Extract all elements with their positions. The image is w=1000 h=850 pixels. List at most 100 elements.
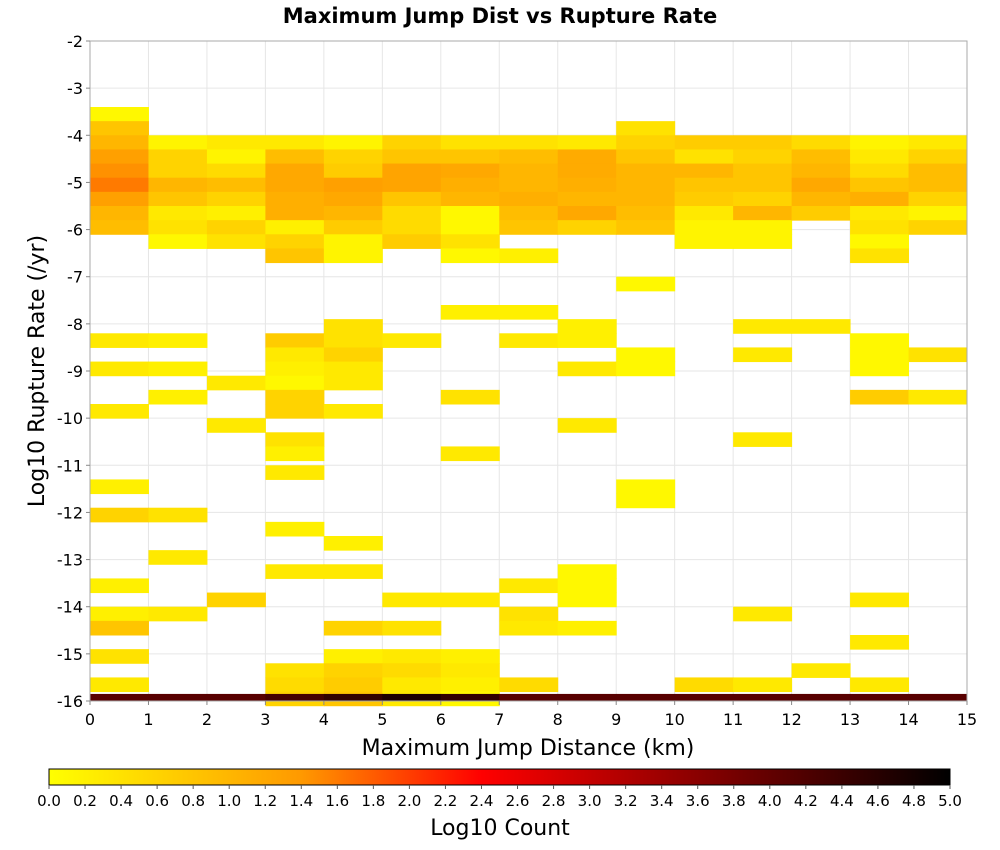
heatmap-cell xyxy=(90,191,149,207)
heatmap-cell xyxy=(674,220,734,235)
heatmap-floor-cell xyxy=(557,693,617,701)
heatmap-cell xyxy=(382,163,442,179)
heatmap-cell xyxy=(265,375,325,391)
heatmap-cell xyxy=(206,135,266,150)
heatmap-cell xyxy=(674,191,734,207)
heatmap-cell xyxy=(148,191,208,207)
colorbar-tick-label: 3.2 xyxy=(614,792,638,810)
colorbar-tick-label: 0.2 xyxy=(73,792,97,810)
heatmap-cell xyxy=(908,347,968,363)
colorbar-tick-label: 0.8 xyxy=(181,792,205,810)
heatmap-cell xyxy=(733,191,793,207)
heatmap-cell xyxy=(90,107,149,122)
x-tick-label: 9 xyxy=(611,710,621,729)
colorbar-tick-label: 3.8 xyxy=(722,792,746,810)
heatmap-cell xyxy=(382,149,442,165)
heatmap-cell xyxy=(733,163,793,179)
heatmap-cell xyxy=(674,163,734,179)
heatmap-cell xyxy=(557,620,617,636)
heatmap-cell xyxy=(733,206,793,221)
heatmap-cell xyxy=(440,220,500,235)
heatmap-cell xyxy=(557,163,617,179)
heatmap-cell xyxy=(674,149,734,165)
colorbar-ticks: 0.0 0.2 0.4 0.6 0.8 1.0 1.2 1.4 1.6 1.8 2.0 2.2 2.4 2… xyxy=(37,785,962,810)
y-tick-label: -13 xyxy=(57,551,83,570)
heatmap-cell xyxy=(382,206,442,221)
heatmap-cell xyxy=(323,191,383,207)
heatmap-cell xyxy=(733,234,793,249)
heatmap-cell xyxy=(908,191,968,207)
heatmap-cell xyxy=(557,418,617,433)
heatmap-cell xyxy=(323,177,383,193)
y-tick-label: -12 xyxy=(57,503,83,522)
heatmap-cell xyxy=(148,606,208,622)
heatmap-cell xyxy=(90,361,149,377)
heatmap-cell xyxy=(323,404,383,419)
x-tick-label: 14 xyxy=(898,710,918,729)
heatmap-cell xyxy=(616,121,676,136)
heatmap-cell xyxy=(499,248,559,264)
heatmap-cell xyxy=(674,135,734,150)
colorbar-tick-label: 2.2 xyxy=(434,792,458,810)
heatmap-cell xyxy=(908,206,968,221)
y-axis-ticks: -2 -3 -4 -5 -6 -7 -8 -9 -10 -11 -12 -13 -14 -15 -16 xyxy=(57,32,90,711)
heatmap-cell xyxy=(850,389,910,405)
heatmap-cell xyxy=(499,578,559,594)
heatmap-cell xyxy=(499,220,559,235)
heatmap-cell xyxy=(265,677,325,693)
heatmap-cell xyxy=(148,550,208,565)
heatmap-cell xyxy=(908,135,968,150)
colorbar-tick-label: 1.0 xyxy=(217,792,241,810)
heatmap-cell xyxy=(206,149,266,165)
heatmap-cell xyxy=(850,361,910,377)
heatmap-cell xyxy=(323,206,383,221)
heatmap-cell xyxy=(206,592,266,608)
heatmap-cell xyxy=(499,163,559,179)
colorbar-tick-label: 3.6 xyxy=(686,792,710,810)
heatmap-cell xyxy=(90,121,149,136)
y-tick-label: -7 xyxy=(67,268,83,287)
heatmap-cell xyxy=(206,191,266,207)
heatmap-cell xyxy=(323,135,383,150)
x-tick-label: 4 xyxy=(319,710,329,729)
heatmap-cell xyxy=(265,163,325,179)
heatmap-cell xyxy=(557,578,617,594)
x-tick-label: 2 xyxy=(202,710,212,729)
heatmap-cell xyxy=(323,361,383,377)
heatmap-cell xyxy=(850,163,910,179)
heatmap-cell xyxy=(850,677,910,693)
heatmap-cell xyxy=(148,234,208,249)
y-tick-label: -10 xyxy=(57,409,83,428)
heatmap-floor-cell xyxy=(323,693,383,701)
heatmap-cell xyxy=(440,234,500,249)
heatmap-cell xyxy=(90,649,149,664)
heatmap-cell xyxy=(557,135,617,150)
heatmap-cell xyxy=(265,389,325,405)
heatmap-cell xyxy=(265,432,325,447)
heatmap-cell xyxy=(90,206,149,221)
heatmap-cell xyxy=(265,333,325,348)
x-tick-label: 15 xyxy=(957,710,977,729)
heatmap-cell xyxy=(557,592,617,608)
heatmap-cell xyxy=(791,163,851,179)
x-tick-label: 10 xyxy=(664,710,684,729)
heatmap-cell xyxy=(90,135,149,150)
heatmap-floor-cell xyxy=(206,693,266,701)
heatmap-cell xyxy=(616,479,676,495)
colorbar-tick-label: 1.2 xyxy=(253,792,277,810)
heatmap-cell xyxy=(206,163,266,179)
heatmap-cell xyxy=(265,149,325,165)
colorbar-tick-label: 3.0 xyxy=(578,792,602,810)
heatmap-floor-cell xyxy=(733,693,793,701)
heatmap-cell xyxy=(850,234,910,249)
heatmap-cell xyxy=(440,446,500,462)
colorbar-tick-label: 0.6 xyxy=(145,792,169,810)
heatmap-cell xyxy=(616,347,676,363)
heatmap-cell xyxy=(557,220,617,235)
heatmap-cell xyxy=(440,163,500,179)
heatmap-cell xyxy=(733,432,793,447)
colorbar-tick-label: 4.2 xyxy=(794,792,818,810)
heatmap-floor-cell xyxy=(148,693,208,701)
heatmap-cell xyxy=(733,347,793,363)
heatmap-cell xyxy=(850,248,910,264)
